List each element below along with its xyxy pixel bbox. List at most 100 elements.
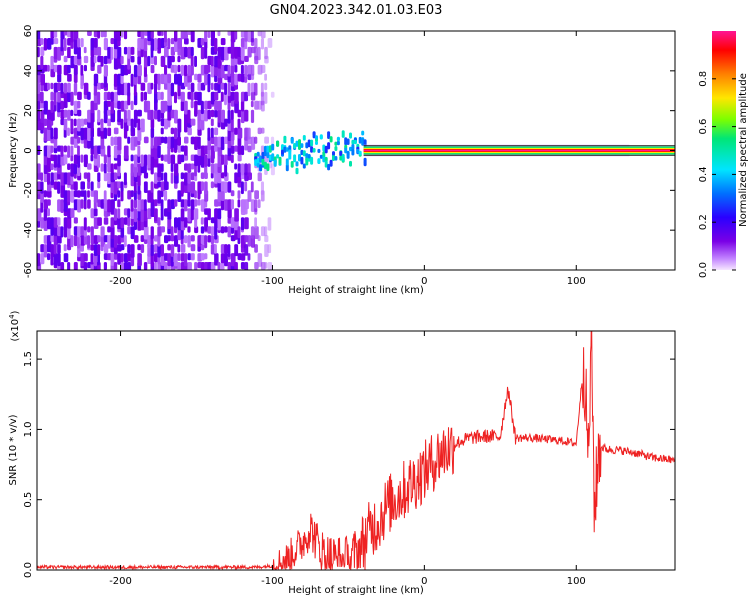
spectrogram-cell	[83, 82, 89, 95]
spectrogram-cell	[93, 46, 98, 56]
spectrogram-cell	[180, 145, 185, 152]
spectrogram-cell	[107, 172, 111, 185]
spectrogram-cell	[224, 253, 228, 267]
spectrogram-cell	[57, 82, 61, 91]
spectrogram-cell	[107, 46, 112, 59]
spectrogram-cell	[254, 46, 258, 61]
spectrogram-cell	[100, 31, 105, 38]
spectrogram-cell	[40, 253, 45, 265]
spectrogram-cell	[123, 262, 128, 270]
spectrogram-cell	[50, 100, 54, 113]
spectrogram-cell	[120, 262, 125, 270]
spectrogram-cell	[47, 253, 51, 261]
spectrogram-cell	[133, 199, 137, 209]
spectrogram-cell	[210, 226, 215, 236]
spectrogram-cell	[53, 82, 59, 93]
spectrogram-cell	[110, 226, 115, 239]
spectrogram-cell	[40, 46, 45, 56]
spectrogram-cell	[57, 217, 61, 226]
spectrogram-cell	[283, 135, 287, 144]
spectrogram-cell	[154, 91, 158, 104]
spectrogram-cell	[187, 208, 191, 222]
spectrogram-cell	[180, 208, 185, 222]
spectrogram-cell	[103, 127, 107, 139]
spectrogram-cell	[70, 109, 74, 117]
spectrogram-cell	[63, 253, 69, 263]
spectrogram-cell	[244, 91, 248, 102]
spectrogram-cell	[247, 82, 251, 97]
spectrogram-cell	[67, 31, 71, 38]
spectrogram-cell	[133, 208, 137, 223]
spectrogram-cell	[70, 91, 74, 106]
spectrogram-cell	[210, 82, 214, 90]
spectrogram-cell	[174, 64, 178, 74]
spectrogram-cell	[120, 181, 124, 192]
spectrogram-cell	[40, 217, 45, 229]
spectrogram-cell	[224, 73, 229, 81]
spectrogram-cell	[143, 136, 149, 144]
spectrogram-cell	[190, 136, 195, 145]
spectrogram-cell	[170, 127, 175, 135]
spectrogram-cell	[276, 154, 280, 159]
spectrogram-cell	[47, 208, 50, 217]
spectrogram-cell	[127, 46, 132, 59]
spectrogram-cell	[67, 91, 71, 103]
spectrogram-cell	[220, 64, 225, 79]
spectrogram-cell	[80, 118, 85, 127]
spectrogram-cell	[177, 64, 181, 73]
spectrogram-cell	[53, 46, 58, 60]
spectrogram-cell	[80, 154, 84, 163]
spectrogram-cell	[200, 244, 205, 251]
spectrogram-cell	[110, 208, 115, 215]
spectrogram-cell	[73, 31, 79, 40]
spectrogram-cell	[73, 73, 78, 83]
spectrogram-cell	[164, 82, 169, 90]
spectrogram-cell	[164, 190, 168, 201]
spectrogram-cell	[110, 38, 115, 45]
spectrogram-cell	[174, 235, 179, 247]
spectrogram-cell	[93, 100, 98, 111]
spectrogram-cell	[154, 55, 157, 66]
spectrogram-cell	[204, 109, 208, 122]
spectrogram-cell	[60, 226, 64, 238]
spectrogram-cell	[107, 118, 111, 127]
spectrogram-cell	[295, 167, 299, 175]
spectrogram-cell	[90, 226, 94, 238]
spectrogram-cell	[83, 46, 87, 54]
spectrogram-cell	[187, 172, 191, 184]
spectrogram-cell	[80, 226, 85, 236]
spectrogram-cell	[341, 154, 345, 162]
spectrogram-cell	[80, 64, 84, 76]
spectrogram-cell	[43, 244, 48, 258]
spectrogram-cell	[281, 144, 284, 152]
spectrogram-cell	[113, 235, 118, 248]
spectrogram-cell	[334, 146, 338, 151]
spectrogram-cell	[177, 244, 181, 253]
spectrogram-cell	[143, 64, 147, 77]
spectrogram-cell	[93, 235, 99, 245]
spectrogram-cell	[97, 199, 102, 208]
spectrogram-cell	[180, 253, 185, 262]
spectrogram-cell	[50, 91, 54, 101]
spectrogram-cell	[224, 199, 229, 211]
spectrogram-cell	[257, 235, 261, 242]
colorbar-tick-label: 0.4	[698, 166, 709, 182]
spectrogram-cell	[227, 208, 232, 219]
spectrogram-cell	[227, 181, 232, 193]
spectrogram-cell	[73, 64, 78, 76]
spectrogram-cell	[334, 141, 338, 146]
spectrogram-cell	[244, 181, 248, 192]
spectrogram-cell	[300, 143, 304, 148]
spectrogram-cell	[247, 127, 251, 140]
spectrogram-cell	[190, 181, 196, 194]
spectrogram-cell	[305, 142, 309, 149]
y-tick-label: 0.0	[23, 562, 34, 578]
spectrogram-cell	[113, 136, 119, 146]
spectrogram-cell	[127, 226, 131, 235]
spectrogram-cell	[103, 172, 108, 182]
spectrogram-cell	[267, 217, 272, 231]
spectrogram-cell	[315, 140, 318, 145]
spectrogram-cell	[137, 253, 142, 266]
spectrogram-cell	[250, 91, 256, 101]
spectrogram-cell	[170, 154, 176, 165]
